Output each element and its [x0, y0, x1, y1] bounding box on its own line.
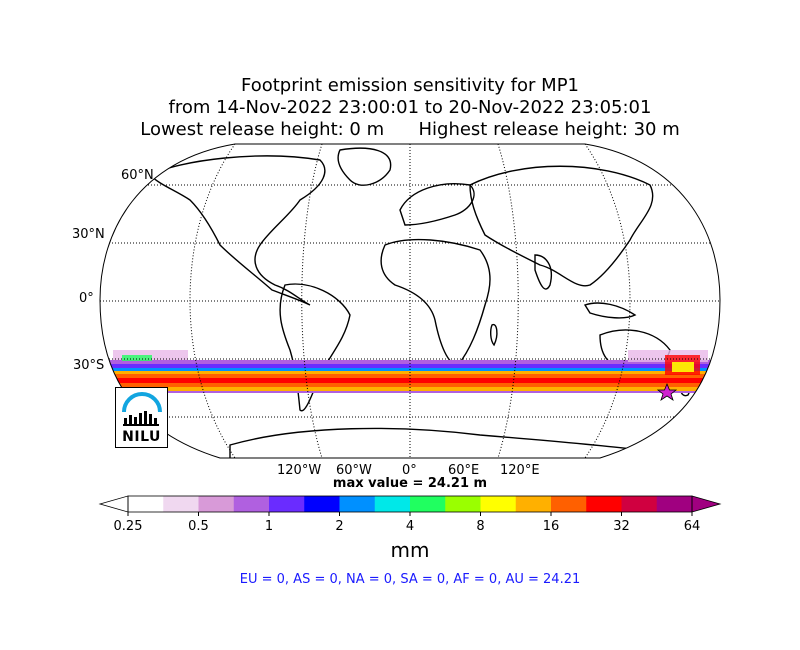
colorbar-segment: [656, 496, 693, 512]
colorbar-segment: [233, 496, 270, 512]
region-summary: EU = 0, AS = 0, NA = 0, SA = 0, AF = 0, …: [239, 572, 581, 587]
colorbar-segment: [586, 496, 622, 512]
colorbar-segment: [163, 496, 199, 512]
chart-title-line2: from 14-Nov-2022 23:00:01 to 20-Nov-2022…: [168, 97, 652, 118]
highest-release-height: Highest release height: 30 m: [418, 119, 680, 140]
colorbar-segment: [480, 496, 517, 512]
colorbar-segment: [445, 496, 481, 512]
colorbar-segment: [374, 496, 411, 512]
graticule: [100, 144, 720, 458]
nilu-logo-mark: [122, 392, 162, 426]
lat-label-30n: 30°N: [72, 227, 105, 242]
colorbar-segment: [304, 496, 340, 512]
lon-label-60w: 60°W: [336, 463, 372, 478]
colorbar-segment: [551, 496, 587, 512]
colorbar-segment: [339, 496, 376, 512]
colorbar-ticks: [127, 512, 693, 516]
colorbar-tick-label: 64: [683, 519, 701, 534]
lon-label-120w: 120°W: [277, 463, 322, 478]
colorbar-segment: [515, 496, 552, 512]
colorbar-segment: [621, 496, 658, 512]
chart-title-line1: Footprint emission sensitivity for MP1: [240, 75, 579, 96]
colorbar-segment: [128, 496, 164, 512]
nilu-logo-text: NILU: [122, 429, 161, 445]
colorbar-tick-label: 16: [542, 519, 560, 534]
colorbar-tick-label: 0.25: [113, 519, 143, 534]
lowest-release-height: Lowest release height: 0 m: [140, 119, 385, 140]
colorbar-segment: [198, 496, 235, 512]
meridian-120e: [584, 144, 631, 458]
lon-label-0: 0°: [402, 463, 417, 478]
colorbar-unit: mm: [390, 538, 430, 562]
meridian-60w: [301, 144, 323, 458]
colorbar-tick-label: 8: [476, 519, 485, 534]
colorbar-tick-label: 32: [613, 519, 630, 534]
colorbar-segments: [128, 496, 693, 512]
max-value-label: max value = 24.21 m: [332, 476, 488, 491]
band-layer: [100, 378, 720, 383]
colorbar-left-extend: [98, 495, 129, 513]
patch-east-inner: [672, 362, 694, 372]
colorbar-segment: [410, 496, 446, 512]
patch-west-core: [122, 355, 152, 361]
colorbar-tick-label: 0.5: [188, 519, 209, 534]
colorbar-tick-label: 1: [264, 519, 274, 534]
band-layer: [100, 360, 720, 364]
lat-label-60n: 60°N: [121, 168, 154, 183]
nilu-logo: NILU: [115, 387, 168, 448]
colorbar-right-extend: [691, 495, 722, 513]
lat-label-30s: 30°S: [73, 358, 105, 373]
lon-label-60e: 60°E: [448, 463, 480, 478]
colorbar-tick-label: 4: [405, 519, 415, 534]
meridian-60e: [497, 144, 519, 458]
meridian-120w: [189, 144, 236, 458]
lon-label-120e: 120°E: [500, 463, 540, 478]
lat-label-0: 0°: [79, 291, 94, 306]
colorbar-segment: [269, 496, 305, 512]
band-layer: [100, 387, 720, 391]
band-layer: [100, 391, 720, 393]
chart-title-line3: Lowest release height: 0 m Highest relea…: [0, 119, 800, 141]
colorbar-tick-label: 2: [335, 519, 344, 534]
star-icon: [656, 382, 678, 401]
globe-outline: [99, 143, 721, 459]
